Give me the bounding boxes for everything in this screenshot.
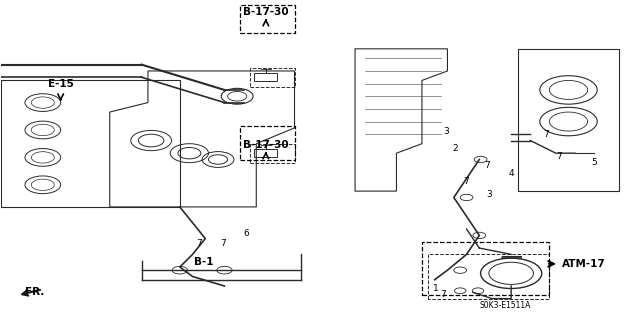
Text: 1: 1 [433,284,439,293]
Text: 6: 6 [244,229,250,238]
Text: 7: 7 [543,130,549,139]
Text: E-15: E-15 [48,78,74,89]
Text: 3: 3 [444,127,449,136]
Text: B-17-30: B-17-30 [243,7,289,18]
Text: 2: 2 [452,144,458,153]
Bar [254,73,277,81]
Text: 7: 7 [196,239,202,248]
Text: 7: 7 [556,152,562,161]
Text: 7: 7 [440,290,446,299]
Text: 7: 7 [220,239,226,248]
Text: 4: 4 [508,169,514,178]
Text: 3: 3 [486,190,492,199]
Bar [422,242,549,295]
Text: 7: 7 [484,161,490,170]
Text: ATM-17: ATM-17 [562,259,606,269]
Text: B-17-30: B-17-30 [243,140,289,150]
Text: B-1: B-1 [195,257,214,267]
Bar [241,4,294,33]
Text: 7: 7 [464,177,469,186]
Text: FR.: FR. [25,287,44,297]
Bar [241,126,294,160]
Text: 5: 5 [591,158,597,167]
Bar [254,149,277,157]
Text: S0K3-E1511A: S0K3-E1511A [479,301,531,310]
